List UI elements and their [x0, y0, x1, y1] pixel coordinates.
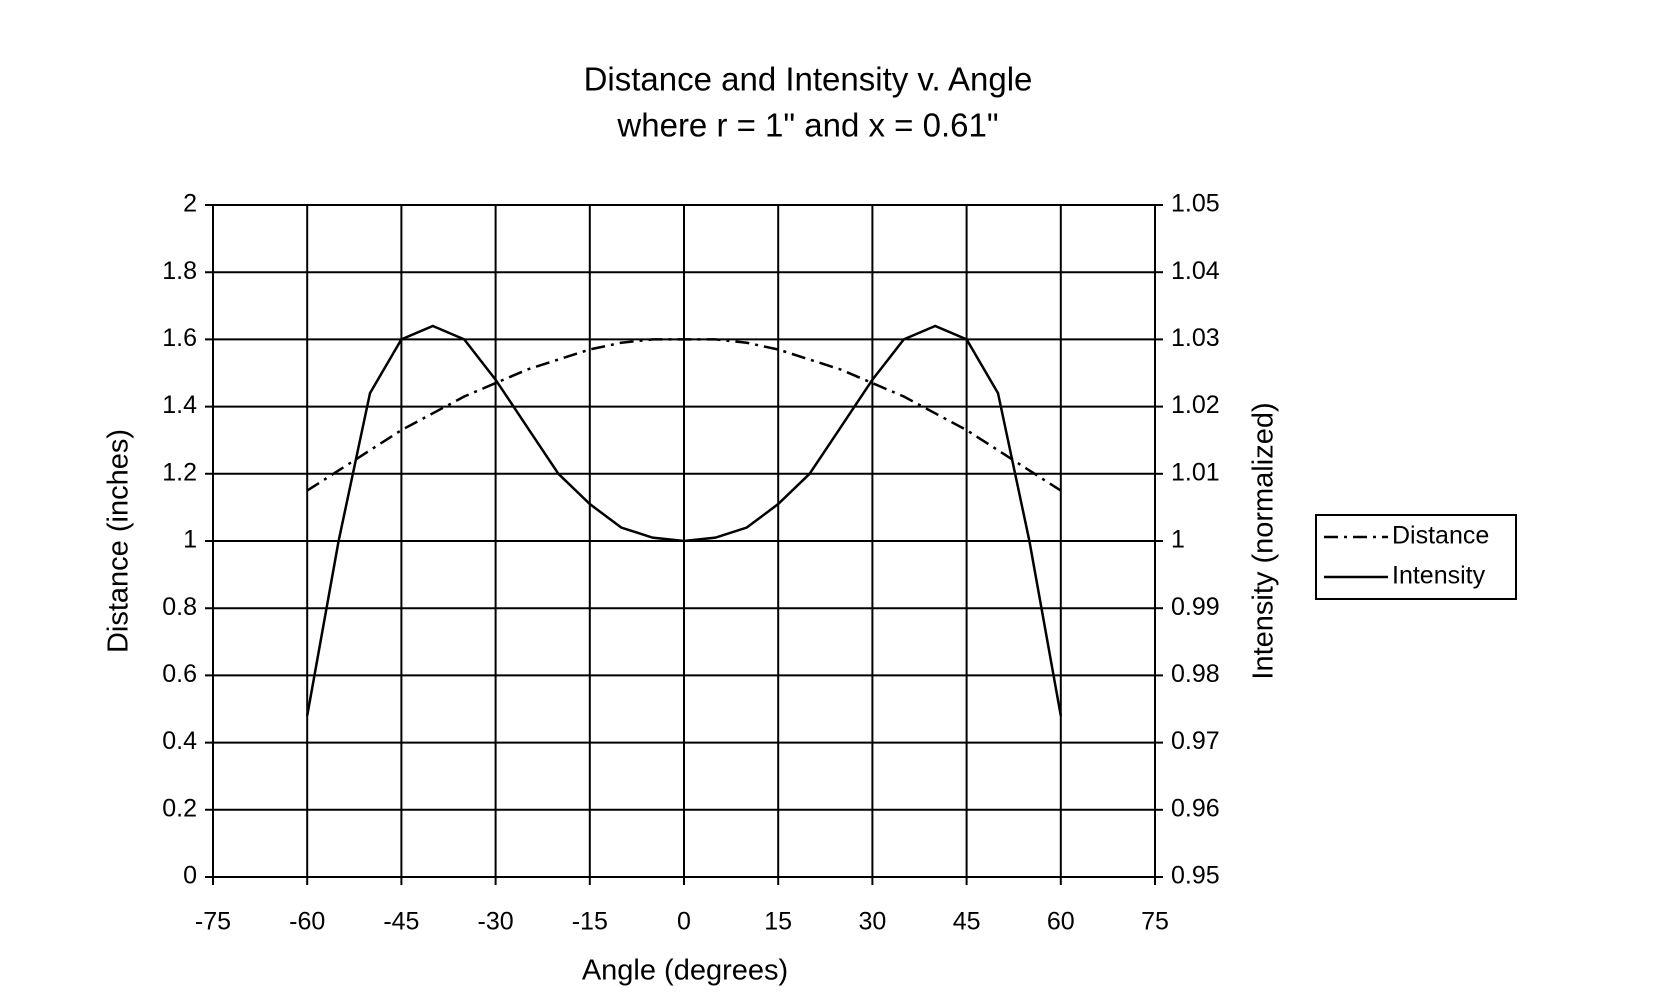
legend-label: Intensity: [1392, 562, 1486, 590]
x-tick-label: -60: [289, 908, 325, 936]
chart-title: where r = 1" and x = 0.61": [616, 107, 998, 144]
y2-tick-label: 1.04: [1171, 257, 1220, 285]
x-tick-label: 15: [764, 908, 792, 936]
y-tick-label: 1: [183, 526, 197, 554]
y2-tick-label: 1.05: [1171, 190, 1220, 218]
y-tick-label: 0.6: [162, 660, 197, 688]
y2-tick-label: 0.98: [1171, 660, 1220, 688]
y-tick-label: 1.4: [162, 391, 197, 419]
chart-title: Distance and Intensity v. Angle: [584, 61, 1033, 98]
y2-tick-label: 0.97: [1171, 727, 1220, 755]
y-tick-label: 0.2: [162, 794, 197, 822]
y-tick-label: 2: [183, 190, 197, 218]
x-axis-label: Angle (degrees): [582, 955, 788, 987]
y-tick-label: 0.8: [162, 593, 197, 621]
y2-tick-label: 0.99: [1171, 593, 1220, 621]
y-tick-label: 1.6: [162, 324, 197, 352]
x-tick-label: -15: [572, 908, 608, 936]
x-tick-label: -75: [195, 908, 231, 936]
x-tick-label: -45: [383, 908, 419, 936]
x-tick-label: -30: [478, 908, 514, 936]
y-tick-label: 0.4: [162, 727, 197, 755]
y-tick-label: 0: [183, 862, 197, 890]
y2-tick-label: 0.95: [1171, 862, 1220, 890]
y-tick-label: 1.2: [162, 458, 197, 486]
x-tick-label: 45: [953, 908, 981, 936]
y-tick-label: 1.8: [162, 257, 197, 285]
y2-axis-label: Intensity (normalized): [1248, 402, 1280, 679]
y2-tick-label: 1.01: [1171, 458, 1220, 486]
x-tick-label: 0: [677, 908, 691, 936]
legend-label: Distance: [1392, 522, 1489, 550]
y2-tick-label: 0.96: [1171, 794, 1220, 822]
y-axis-label: Distance (inches): [103, 429, 135, 653]
y2-tick-label: 1: [1171, 526, 1185, 554]
y2-tick-label: 1.03: [1171, 324, 1220, 352]
x-tick-label: 75: [1141, 908, 1169, 936]
y2-tick-label: 1.02: [1171, 391, 1220, 419]
x-tick-label: 30: [858, 908, 886, 936]
x-tick-label: 60: [1047, 908, 1075, 936]
